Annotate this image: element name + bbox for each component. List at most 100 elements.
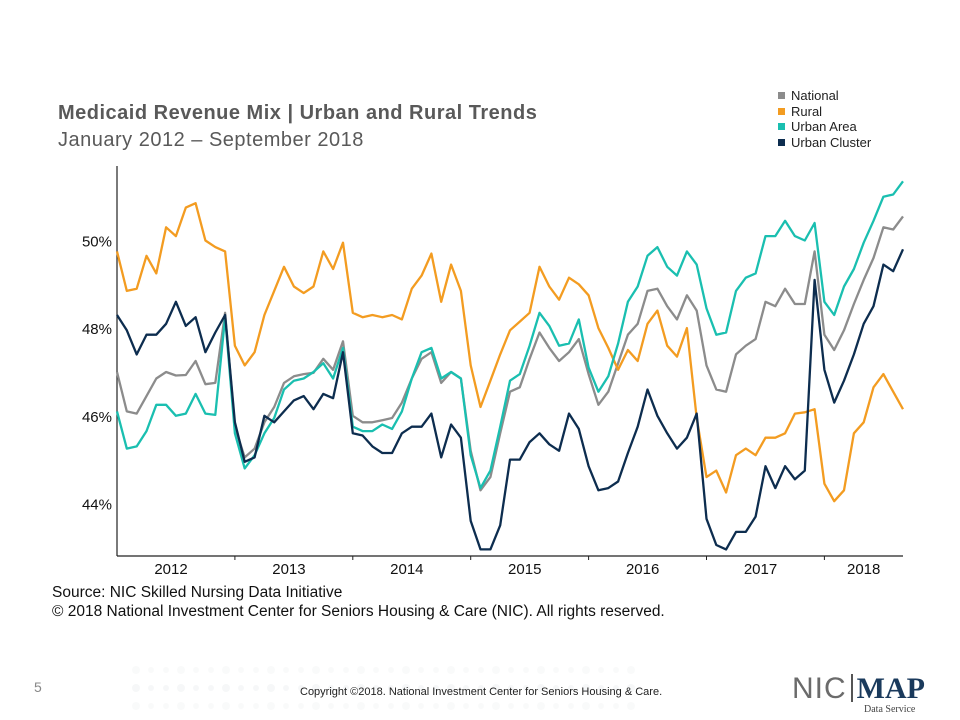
decor-dot (193, 685, 199, 691)
decor-dot (238, 685, 244, 691)
chart-axes (116, 166, 903, 560)
decor-dot (388, 685, 394, 691)
decor-dot (402, 702, 410, 710)
decor-dot (418, 703, 424, 709)
legend-item: Rural (778, 104, 871, 120)
decor-dot (598, 667, 604, 673)
decor-dot (492, 684, 500, 692)
chart-legend: National Rural Urban Area Urban Cluster (778, 88, 871, 150)
x-tick-label: 2012 (154, 561, 187, 578)
page-number: 5 (34, 679, 42, 695)
series-line-rural (115, 202, 905, 503)
decor-dot (447, 666, 455, 674)
decor-dot (373, 703, 379, 709)
x-tick-label: 2014 (390, 561, 423, 578)
decor-dot (537, 684, 545, 692)
decor-dot (582, 684, 590, 692)
decor-dot (222, 684, 230, 692)
decor-dot (193, 667, 199, 673)
y-tick-label: 46% (82, 409, 112, 426)
decor-dot (208, 667, 214, 673)
decor-dot (508, 703, 514, 709)
y-axis-labels: 44% 46% 48% 50% (82, 233, 112, 513)
decor-dot (148, 667, 154, 673)
decor-dot (328, 703, 334, 709)
decor-dot (298, 703, 304, 709)
decor-dot (598, 685, 604, 691)
copyright-line: © 2018 National Investment Center for Se… (52, 603, 665, 620)
decor-dot (478, 667, 484, 673)
logo-map-text: MAP (856, 672, 925, 705)
decor-dot (582, 666, 590, 674)
y-tick-label: 44% (82, 496, 112, 513)
decor-dot (613, 685, 619, 691)
decor-dot (492, 666, 500, 674)
decor-dot (267, 684, 275, 692)
decor-dot (598, 703, 604, 709)
decor-dot (328, 667, 334, 673)
decor-dot (373, 685, 379, 691)
decor-dot (148, 685, 154, 691)
decor-dot (177, 702, 185, 710)
decor-dot (433, 667, 439, 673)
legend-swatch (778, 92, 785, 100)
decor-dot (357, 702, 365, 710)
x-axis-labels: 2012 2013 2014 2015 2016 2017 2018 (154, 561, 880, 578)
decor-dot (613, 667, 619, 673)
decor-dot (163, 703, 169, 709)
legend-swatch (778, 107, 785, 115)
decor-dot (208, 703, 214, 709)
decor-dot (537, 666, 545, 674)
legend-item: Urban Area (778, 119, 871, 135)
decor-dot (447, 702, 455, 710)
decor-dot (267, 666, 275, 674)
legend-item: Urban Cluster (778, 135, 871, 151)
decor-dot (463, 703, 469, 709)
decor-dot (312, 702, 320, 710)
decor-dot (523, 703, 529, 709)
decor-dot (298, 667, 304, 673)
decor-dot (447, 684, 455, 692)
decor-dot (508, 667, 514, 673)
decor-dot (328, 685, 334, 691)
decor-dot (553, 667, 559, 673)
decor-dot (582, 702, 590, 710)
decor-dot (627, 702, 635, 710)
decor-dot (568, 685, 574, 691)
decor-dot (418, 685, 424, 691)
decor-dot (312, 666, 320, 674)
decor-dot (613, 703, 619, 709)
decor-dot (523, 667, 529, 673)
decor-dot (177, 684, 185, 692)
x-tick-label: 2018 (847, 561, 880, 578)
logo-subtitle: Data Service (864, 704, 916, 715)
decor-dot (433, 685, 439, 691)
decor-dot (253, 685, 259, 691)
decor-dot (627, 666, 635, 674)
legend-label: Urban Area (791, 119, 857, 134)
decor-dot (208, 685, 214, 691)
decor-dot (568, 703, 574, 709)
decor-dot (312, 684, 320, 692)
decor-dot (418, 667, 424, 673)
line-chart: 44%46%48%50% 2012 2013 2014 2015 2016 2017 201… (82, 166, 905, 578)
decor-dot (388, 703, 394, 709)
decor-dot (537, 702, 545, 710)
decor-dot (132, 684, 140, 692)
decor-dot (373, 667, 379, 673)
decor-dot (222, 702, 230, 710)
decor-dot (357, 666, 365, 674)
x-tick-label: 2013 (272, 561, 305, 578)
decor-dot (553, 703, 559, 709)
decor-dot (132, 702, 140, 710)
decor-dot (283, 667, 289, 673)
legend-swatch (778, 123, 785, 131)
legend-label: Urban Cluster (791, 134, 872, 150)
logo-divider (850, 674, 853, 702)
decor-dot (163, 685, 169, 691)
decor-dot (568, 667, 574, 673)
series-line-urban-cluster (116, 248, 905, 551)
footer-copyright: Copyright ©2018. National Investment Cen… (300, 686, 663, 698)
decor-dot (402, 666, 410, 674)
decor-dot (253, 667, 259, 673)
